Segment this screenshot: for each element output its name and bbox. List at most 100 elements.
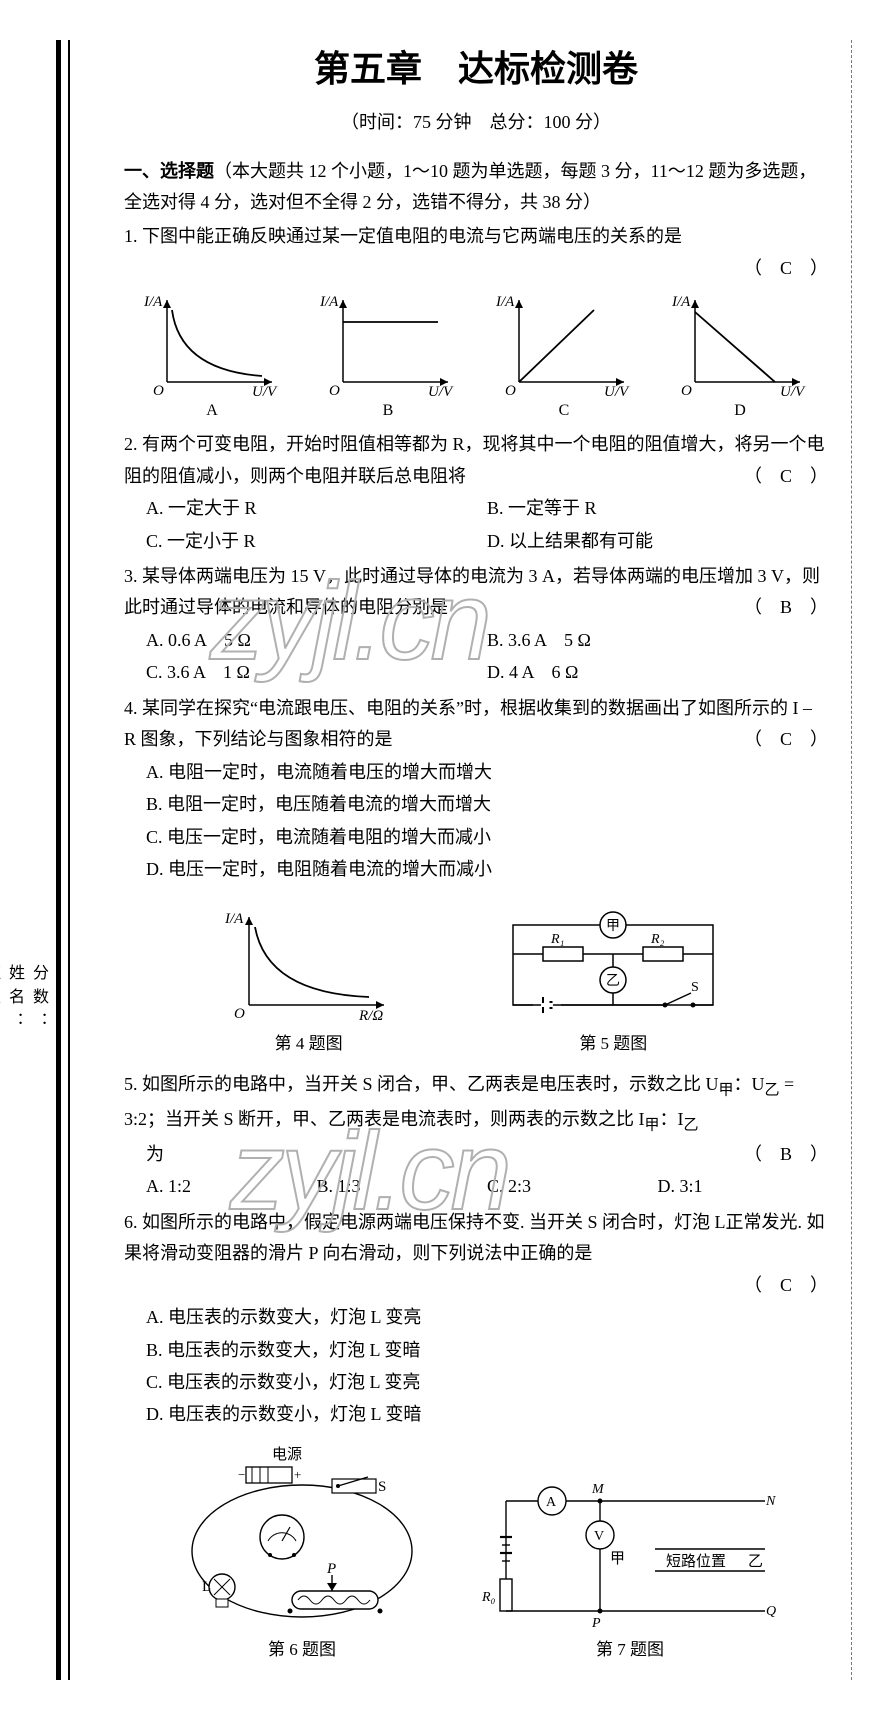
svg-text:U/V: U/V — [428, 384, 454, 397]
left-border-bars — [56, 40, 70, 1680]
q3-opt-d: D. 4 A 6 Ω — [487, 656, 828, 688]
q1-answer: （ C ） — [744, 253, 828, 285]
svg-text:S: S — [691, 980, 699, 995]
q5-text: 5. 如图所示的电路中，当开关 S 闭合，甲、乙两表是电压表时，示数之比 U甲：… — [124, 1074, 794, 1164]
q1-graphs: I/A U/V O A I/A U/V O — [124, 292, 828, 425]
svg-text:L: L — [202, 1579, 211, 1595]
q1-label-a: A — [142, 397, 282, 425]
q1-label-c: C — [494, 397, 634, 425]
svg-text:O: O — [329, 383, 340, 397]
question-5: 5. 如图所示的电路中，当开关 S 闭合，甲、乙两表是电压表时，示数之比 U甲：… — [124, 1069, 828, 1203]
svg-text:I/A: I/A — [224, 911, 244, 927]
svg-text:甲: 甲 — [606, 919, 620, 934]
q3-answer: （ B ） — [744, 592, 828, 624]
fig5-caption: 第 5 题图 — [493, 1029, 733, 1059]
q4-text: 4. 某同学在探究“电流跟电压、电阻的关系”时，根据收集到的数据画出了如图所示的… — [124, 698, 812, 750]
name-label: 姓名： — [2, 964, 26, 1036]
svg-text:乙: 乙 — [748, 1554, 763, 1570]
svg-text:R₀: R₀ — [481, 1590, 496, 1605]
svg-text:O: O — [505, 383, 516, 397]
svg-text:M: M — [591, 1482, 605, 1497]
question-4: 4. 某同学在探究“电流跟电压、电阻的关系”时，根据收集到的数据画出了如图所示的… — [124, 693, 828, 1059]
question-2: 2. 有两个可变电阻，开始时阻值相等都为 R，现将其中一个电阻的阻值增大，将另一… — [124, 429, 828, 557]
class-label: 班级： — [0, 964, 2, 1036]
svg-text:O: O — [681, 383, 692, 397]
q4-opt-d: D. 电压一定时，电阻随着电流的增大而减小 — [146, 853, 828, 885]
svg-text:短路位置: 短路位置 — [666, 1553, 726, 1570]
q4-opt-a: A. 电阻一定时，电流随着电压的增大而增大 — [146, 756, 828, 788]
q4-answer: （ C ） — [744, 724, 828, 756]
q3-opt-c: C. 3.6 A 1 Ω — [146, 656, 487, 688]
q2-opt-c: C. 一定小于 R — [146, 525, 487, 557]
svg-text:P: P — [591, 1616, 601, 1631]
q2-opt-a: A. 一定大于 R — [146, 492, 487, 524]
q5-opt-a: A. 1:2 — [146, 1170, 317, 1202]
q3-text: 3. 某导体两端电压为 15 V，此时通过导体的电流为 3 A，若导体两端的电压… — [124, 566, 820, 618]
question-3: 3. 某导体两端电压为 15 V，此时通过导体的电流为 3 A，若导体两端的电压… — [124, 561, 828, 689]
right-border-dash — [844, 40, 852, 1680]
svg-text:I/A: I/A — [319, 294, 339, 310]
q1-graph-b: I/A U/V O B — [318, 292, 458, 425]
q5-opt-b: B. 1:3 — [317, 1170, 488, 1202]
score-label: 分数： — [26, 964, 50, 1036]
svg-text:I/A: I/A — [143, 294, 163, 310]
fig6-caption: 第 6 题图 — [172, 1635, 432, 1665]
question-6: 6. 如图所示的电路中，假定电源两端电压保持不变. 当开关 S 闭合时，灯泡 L… — [124, 1207, 828, 1665]
page-title: 第五章 达标检测卷 — [124, 40, 828, 92]
fig4: I/A R/Ω O 第 4 题图 — [219, 905, 399, 1059]
svg-text:电源: 电源 — [272, 1446, 302, 1463]
svg-text:R/Ω: R/Ω — [358, 1008, 383, 1024]
svg-text:R₁: R₁ — [550, 932, 564, 947]
svg-text:A: A — [546, 1495, 557, 1510]
q1-graph-a: I/A U/V O A — [142, 292, 282, 425]
svg-text:N: N — [765, 1494, 776, 1509]
svg-text:+: + — [294, 1467, 301, 1482]
q3-opt-a: A. 0.6 A 5 Ω — [146, 624, 487, 656]
fig7: R₀ A M N — [480, 1471, 780, 1665]
q5-opt-d: D. 3:1 — [658, 1170, 829, 1202]
section-intro: 一、选择题（本大题共 12 个小题，1～10 题为单选题，每题 3 分，11～1… — [124, 156, 828, 217]
q1-graph-c: I/A U/V O C — [494, 292, 634, 425]
svg-text:乙: 乙 — [606, 973, 620, 989]
fig5: 甲 R₁ R₂ 乙 — [493, 895, 733, 1059]
svg-text:S: S — [378, 1479, 386, 1495]
q2-answer: （ C ） — [744, 461, 828, 493]
svg-text:甲: 甲 — [610, 1551, 625, 1567]
svg-text:R₂: R₂ — [650, 932, 665, 947]
q4-opt-b: B. 电阻一定时，电压随着电流的增大而增大 — [146, 788, 828, 820]
q6-opt-a: A. 电压表的示数变大，灯泡 L 变亮 — [146, 1301, 828, 1333]
q1-graph-d: I/A U/V O D — [670, 292, 810, 425]
q2-opt-d: D. 以上结果都有可能 — [487, 525, 828, 557]
q6-opt-c: C. 电压表的示数变小，灯泡 L 变亮 — [146, 1366, 828, 1398]
q5-opt-c: C. 2:3 — [487, 1170, 658, 1202]
svg-text:U/V: U/V — [780, 384, 806, 397]
section-desc: （本大题共 12 个小题，1～10 题为单选题，每题 3 分，11～12 题为多… — [124, 161, 816, 212]
fig7-caption: 第 7 题图 — [480, 1635, 780, 1665]
svg-text:Q: Q — [766, 1604, 776, 1619]
q1-text: 1. 下图中能正确反映通过某一定值电阻的电流与它两端电压的关系的是 — [124, 221, 828, 253]
fig6: 电源 − + S — [172, 1441, 432, 1665]
fig4-caption: 第 4 题图 — [219, 1029, 399, 1059]
q3-opt-b: B. 3.6 A 5 Ω — [487, 624, 828, 656]
question-1: 1. 下图中能正确反映通过某一定值电阻的电流与它两端电压的关系的是 （ C ） … — [124, 221, 828, 425]
q2-text: 2. 有两个可变电阻，开始时阻值相等都为 R，现将其中一个电阻的阻值增大，将另一… — [124, 434, 825, 486]
q6-text: 6. 如图所示的电路中，假定电源两端电压保持不变. 当开关 S 闭合时，灯泡 L… — [124, 1212, 825, 1264]
sidebar-fields: 分数： 姓名： 班级： 学校： — [18, 360, 50, 1640]
q1-label-b: B — [318, 397, 458, 425]
svg-text:O: O — [234, 1006, 245, 1022]
svg-text:U/V: U/V — [604, 384, 630, 397]
page-subtitle: （时间：75 分钟 总分：100 分） — [124, 108, 828, 134]
q6-opt-d: D. 电压表的示数变小，灯泡 L 变暗 — [146, 1398, 828, 1430]
svg-text:V: V — [594, 1529, 604, 1544]
q2-opt-b: B. 一定等于 R — [487, 492, 828, 524]
q1-label-d: D — [670, 397, 810, 425]
svg-text:U/V: U/V — [252, 384, 278, 397]
q4-opt-c: C. 电压一定时，电流随着电阻的增大而减小 — [146, 821, 828, 853]
svg-text:I/A: I/A — [671, 294, 691, 310]
q6-opt-b: B. 电压表的示数变大，灯泡 L 变暗 — [146, 1334, 828, 1366]
svg-text:O: O — [153, 383, 164, 397]
q6-answer: （ C ） — [744, 1270, 828, 1302]
svg-text:I/A: I/A — [495, 294, 515, 310]
svg-text:−: − — [238, 1467, 245, 1482]
q5-answer: （ B ） — [744, 1139, 828, 1171]
